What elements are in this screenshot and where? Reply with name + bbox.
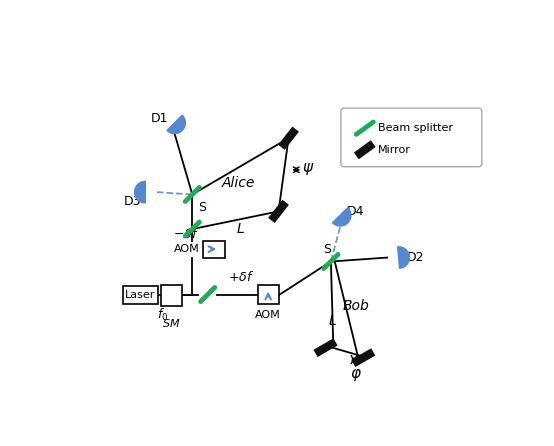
Polygon shape [398, 247, 409, 268]
Text: D3: D3 [124, 195, 141, 208]
FancyBboxPatch shape [341, 108, 482, 167]
Bar [123, 286, 158, 304]
Text: D1: D1 [151, 112, 168, 125]
Text: D4: D4 [347, 205, 365, 218]
Bar [258, 285, 279, 304]
Text: $\psi$: $\psi$ [301, 161, 314, 177]
Text: $f_0$: $f_0$ [157, 307, 169, 323]
Text: L: L [236, 222, 244, 236]
Text: S: S [198, 201, 206, 214]
Polygon shape [135, 182, 145, 203]
Bar [162, 285, 182, 306]
Text: Bob: Bob [342, 299, 369, 313]
Text: Beam splitter: Beam splitter [378, 123, 453, 133]
Text: Laser: Laser [125, 290, 156, 300]
Text: Mirror: Mirror [378, 145, 411, 155]
Text: $SM$: $SM$ [162, 317, 180, 329]
Text: S: S [323, 243, 331, 256]
Text: $+\delta f$: $+\delta f$ [228, 270, 254, 284]
Text: AOM: AOM [255, 310, 281, 319]
Text: $\varphi$: $\varphi$ [350, 368, 361, 384]
Text: $-\delta f$: $-\delta f$ [173, 227, 199, 241]
Polygon shape [332, 207, 351, 226]
Bar [203, 241, 224, 258]
Text: Alice: Alice [222, 176, 255, 190]
Text: D2: D2 [407, 251, 424, 264]
Text: L: L [329, 314, 336, 329]
Text: AOM: AOM [173, 244, 199, 254]
Polygon shape [167, 115, 186, 134]
